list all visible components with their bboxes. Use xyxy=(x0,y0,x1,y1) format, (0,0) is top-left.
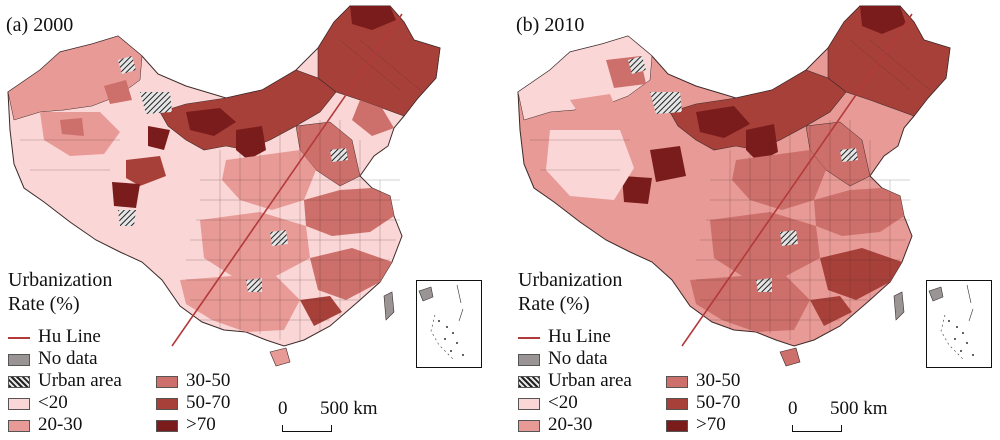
legend-title: Urbanization Rate (%) xyxy=(8,269,113,315)
swatch-icon xyxy=(8,397,30,410)
line-swatch-icon xyxy=(8,336,30,339)
swatch-icon xyxy=(156,419,178,432)
legend-item-class-1: <20 xyxy=(518,392,578,414)
swatch-icon xyxy=(518,353,540,366)
swatch-icon xyxy=(666,419,688,432)
line-swatch-icon xyxy=(518,336,540,339)
swatch-icon xyxy=(518,419,540,432)
legend-item-no-data: No data xyxy=(8,348,98,370)
legend-item-urban-area: Urban area xyxy=(8,370,122,392)
legend-item-class-4: 50-70 xyxy=(666,392,740,414)
swatch-icon xyxy=(666,397,688,410)
hu-line-2000 xyxy=(171,13,403,347)
legend-item-no-data: No data xyxy=(518,348,608,370)
hatch-swatch-icon xyxy=(518,375,540,388)
swatch-icon xyxy=(8,353,30,366)
south-china-sea-inset xyxy=(926,280,992,368)
panel-title: (b) 2010 xyxy=(516,14,585,36)
legend-item-hu-line: Hu Line xyxy=(518,326,611,348)
hu-line-2010 xyxy=(681,13,913,347)
scale-bar-line xyxy=(792,425,842,432)
legend-item-class-2: 20-30 xyxy=(8,414,82,436)
swatch-icon xyxy=(518,397,540,410)
scale-bar-line xyxy=(282,425,332,432)
legend-item-urban-area: Urban area xyxy=(518,370,632,392)
swatch-icon xyxy=(156,397,178,410)
map-panel-2010: (b) 2010 Urbanization Rate (%) Hu Line N… xyxy=(510,0,1000,440)
panel-title: (a) 2000 xyxy=(6,14,74,36)
legend-item-class-2: 20-30 xyxy=(518,414,592,436)
legend-item-class-3: 30-50 xyxy=(156,370,230,392)
legend-item-hu-line: Hu Line xyxy=(8,326,101,348)
swatch-icon xyxy=(156,375,178,388)
hatch-swatch-icon xyxy=(8,375,30,388)
china-map-2010 xyxy=(517,5,951,367)
map-panel-2000: (a) 2000 Urbanization Rate (%) Hu Line N… xyxy=(6,5,482,436)
legend-item-class-3: 30-50 xyxy=(666,370,740,392)
legend-item-class-5: >70 xyxy=(666,414,726,436)
legend-item-class-4: 50-70 xyxy=(156,392,230,414)
legend-title: Urbanization Rate (%) xyxy=(518,269,623,315)
china-map-2000 xyxy=(7,5,441,367)
legend-item-class-1: <20 xyxy=(8,392,68,414)
swatch-icon xyxy=(666,375,688,388)
south-china-sea-inset xyxy=(416,280,482,368)
legend-item-class-5: >70 xyxy=(156,414,216,436)
swatch-icon xyxy=(8,419,30,432)
